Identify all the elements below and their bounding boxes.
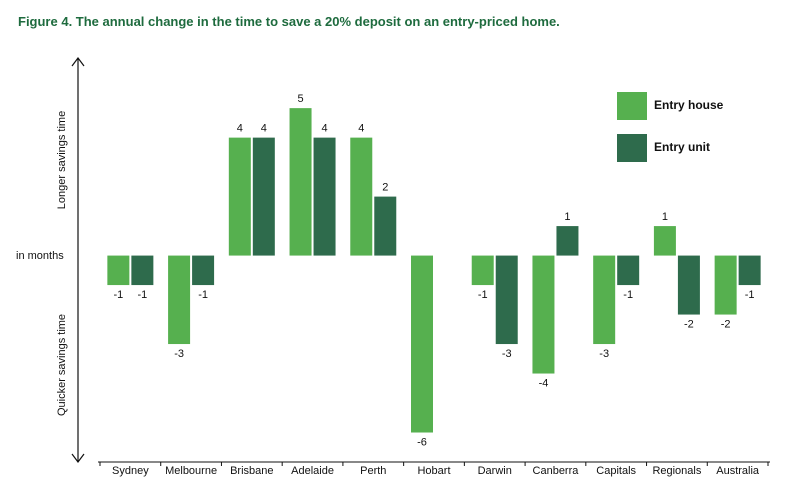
x-tick-label: Regionals [652, 465, 701, 477]
x-tick-label: Darwin [478, 465, 512, 477]
value-label: -4 [539, 377, 549, 389]
value-label: -1 [198, 289, 208, 301]
x-tick-label: Australia [716, 465, 760, 477]
bar [131, 255, 154, 286]
x-tick-label: Canberra [533, 465, 580, 477]
legend-swatch [617, 92, 647, 120]
bar [617, 255, 640, 286]
bar [350, 137, 373, 256]
y-label-top: Longer savings time [56, 111, 68, 209]
value-label: -2 [684, 318, 694, 330]
value-label: -3 [174, 348, 184, 360]
value-label: -6 [417, 436, 427, 448]
value-label: -1 [623, 289, 633, 301]
bar [495, 255, 518, 345]
value-label: -1 [113, 289, 123, 301]
y-label-bottom: Quicker savings time [56, 314, 68, 416]
bar [714, 255, 737, 315]
bar [192, 255, 215, 286]
value-label: 1 [662, 211, 668, 223]
bar [471, 255, 494, 286]
value-label: -1 [478, 289, 488, 301]
legend-label: Entry unit [654, 140, 710, 154]
value-label: 1 [564, 211, 570, 223]
x-tick-label: Melbourne [165, 465, 217, 477]
bar [411, 255, 433, 433]
bar [107, 255, 130, 286]
bar [738, 255, 761, 286]
value-label: 4 [237, 123, 243, 135]
chart-title: Figure 4. The annual change in the time … [18, 14, 560, 29]
bar [168, 255, 191, 345]
bar [252, 137, 275, 256]
bar [532, 255, 555, 374]
value-label: 4 [321, 123, 327, 135]
value-label: 5 [297, 93, 303, 105]
bar [593, 255, 616, 345]
value-label: -2 [721, 318, 731, 330]
value-label: 2 [382, 182, 388, 194]
value-label: -3 [599, 348, 609, 360]
x-tick-label: Brisbane [230, 465, 273, 477]
zero-label: in months [16, 250, 64, 262]
bar [677, 255, 700, 315]
x-tick-label: Adelaide [291, 465, 334, 477]
bar [228, 137, 251, 256]
value-label: -3 [502, 348, 512, 360]
legend-label: Entry house [654, 98, 724, 112]
bar [313, 137, 336, 256]
value-label: -1 [745, 289, 755, 301]
bar [374, 196, 397, 256]
bar [653, 226, 676, 256]
value-label: 4 [261, 123, 267, 135]
legend-swatch [617, 134, 647, 162]
bar [289, 108, 312, 256]
value-label: -1 [137, 289, 147, 301]
x-tick-label: Hobart [417, 465, 450, 477]
bar [556, 226, 579, 256]
value-label: 4 [358, 123, 364, 135]
x-tick-label: Capitals [596, 465, 636, 477]
x-tick-label: Perth [360, 465, 386, 477]
x-tick-label: Sydney [112, 465, 149, 477]
y-arrow [71, 57, 85, 463]
